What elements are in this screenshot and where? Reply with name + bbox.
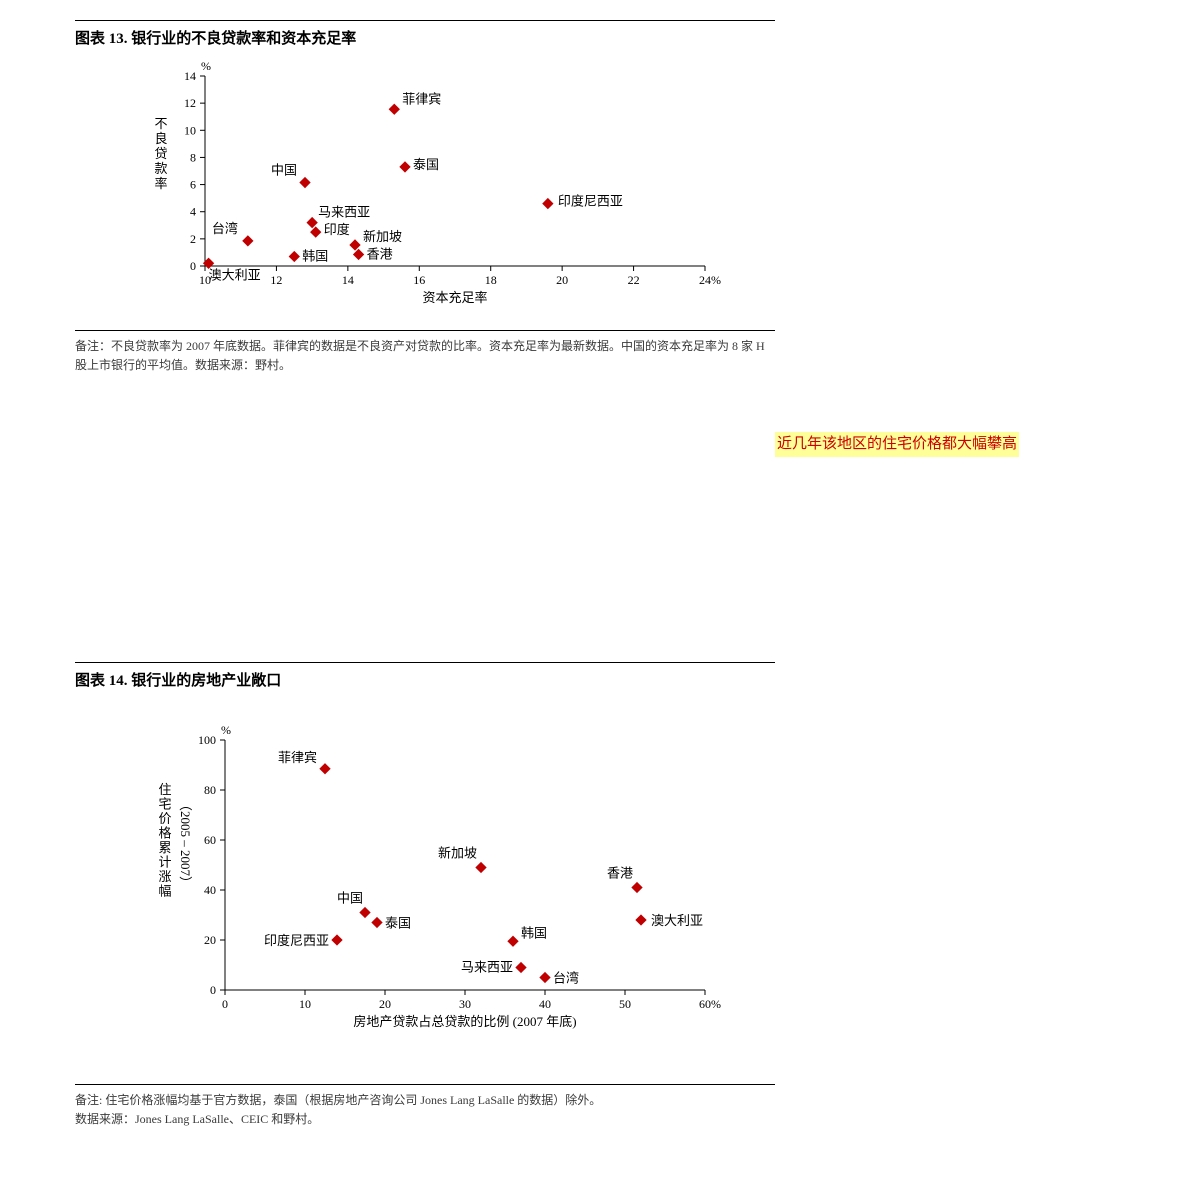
- svg-text:12: 12: [184, 96, 196, 110]
- svg-text:60: 60: [699, 997, 711, 1011]
- svg-text:良: 良: [154, 131, 167, 146]
- svg-text:14: 14: [184, 69, 196, 83]
- svg-text:率: 率: [154, 176, 167, 191]
- svg-text:80: 80: [204, 783, 216, 797]
- figure13-note: 备注：不良贷款率为 2007 年底数据。菲律宾的数据是不良资产对贷款的比率。资本…: [75, 337, 775, 374]
- svg-text:0: 0: [190, 259, 196, 273]
- svg-text:4: 4: [190, 205, 196, 219]
- figure14-title: 图表 14. 银行业的房地产业敞口: [75, 669, 775, 690]
- svg-text:8: 8: [190, 150, 196, 164]
- svg-text:泰国: 泰国: [413, 157, 439, 172]
- svg-text:格: 格: [158, 826, 171, 841]
- svg-text:10: 10: [184, 123, 196, 137]
- side-highlight-text: 近几年该地区的住宅价格都大幅攀高: [775, 432, 1019, 457]
- svg-text:24: 24: [699, 273, 711, 287]
- svg-text:香港: 香港: [367, 246, 393, 261]
- svg-text:涨: 涨: [158, 869, 171, 884]
- svg-text:%: %: [221, 723, 231, 737]
- svg-text:中国: 中国: [271, 163, 297, 178]
- svg-text:印度尼西亚: 印度尼西亚: [264, 933, 329, 948]
- svg-text:印度: 印度: [324, 222, 350, 237]
- svg-text:%: %: [711, 273, 721, 287]
- svg-text:香港: 香港: [607, 866, 633, 881]
- svg-text:10: 10: [299, 997, 311, 1011]
- figure13-title: 图表 13. 银行业的不良贷款率和资本充足率: [75, 27, 775, 48]
- rule-top-fig13: [75, 20, 775, 21]
- svg-text:价: 价: [158, 811, 171, 826]
- svg-text:不: 不: [154, 116, 167, 131]
- svg-text:40: 40: [204, 883, 216, 897]
- svg-text:%: %: [201, 59, 211, 73]
- svg-text:马来西亚: 马来西亚: [461, 960, 513, 975]
- svg-text:泰国: 泰国: [385, 916, 411, 931]
- svg-text:累: 累: [158, 840, 171, 855]
- svg-text:20: 20: [204, 933, 216, 947]
- svg-text:6: 6: [190, 178, 196, 192]
- svg-text:韩国: 韩国: [302, 249, 328, 264]
- svg-text:40: 40: [539, 997, 551, 1011]
- figure14-note-line2: 数据来源：Jones Lang LaSalle、CEIC 和野村。: [75, 1110, 775, 1129]
- svg-text:（2005 – 2007）: （2005 – 2007）: [178, 798, 193, 889]
- svg-text:幅: 幅: [158, 884, 171, 899]
- svg-text:16: 16: [413, 273, 425, 287]
- svg-text:贷: 贷: [154, 146, 167, 161]
- figure14-note-line1: 备注: 住宅价格涨幅均基于官方数据，泰国（根据房地产咨询公司 Jones Lan…: [75, 1091, 775, 1110]
- rule-bottom-fig13: [75, 330, 775, 331]
- svg-text:100: 100: [198, 733, 216, 747]
- figure14-chart: 0 10 20 30 40 50 60 0 20 40 60 80 100%% 房地产贷款占总贷款的比例 …: [115, 720, 755, 1050]
- svg-text:18: 18: [485, 273, 497, 287]
- svg-text:计: 计: [158, 855, 171, 870]
- svg-text:12: 12: [270, 273, 282, 287]
- svg-text:20: 20: [556, 273, 568, 287]
- svg-text:宅: 宅: [158, 797, 171, 812]
- svg-text:20: 20: [379, 997, 391, 1011]
- svg-text:2: 2: [190, 232, 196, 246]
- rule-top-fig14: [75, 662, 775, 663]
- svg-text:14: 14: [342, 273, 354, 287]
- rule-bottom-fig14: [75, 1084, 775, 1085]
- svg-text:住: 住: [158, 782, 171, 797]
- svg-text:马来西亚: 马来西亚: [318, 205, 370, 220]
- svg-text:50: 50: [619, 997, 631, 1011]
- svg-text:菲律宾: 菲律宾: [402, 91, 441, 106]
- svg-text:60: 60: [204, 833, 216, 847]
- svg-text:款: 款: [154, 161, 167, 176]
- svg-text:0: 0: [222, 997, 228, 1011]
- svg-text:资本充足率: 资本充足率: [422, 290, 487, 305]
- svg-text:澳大利亚: 澳大利亚: [209, 267, 261, 282]
- svg-text:22: 22: [628, 273, 640, 287]
- svg-text:新加坡: 新加坡: [438, 846, 477, 861]
- svg-text:中国: 中国: [337, 891, 363, 906]
- svg-text:印度尼西亚: 印度尼西亚: [558, 194, 623, 209]
- svg-text:0: 0: [210, 983, 216, 997]
- svg-text:30: 30: [459, 997, 471, 1011]
- svg-text:台湾: 台湾: [553, 971, 579, 986]
- svg-text:菲律宾: 菲律宾: [278, 750, 317, 765]
- svg-text:房地产贷款占总贷款的比例 (2007 年底): 房地产贷款占总贷款的比例 (2007 年底): [353, 1014, 576, 1029]
- svg-text:%: %: [711, 997, 721, 1011]
- svg-text:澳大利亚: 澳大利亚: [651, 913, 703, 928]
- svg-text:韩国: 韩国: [521, 925, 547, 940]
- figure13-chart: 101214161820222402468101214%%资本充足率不良贷款率澳…: [115, 58, 755, 318]
- svg-text:台湾: 台湾: [212, 221, 238, 236]
- svg-text:新加坡: 新加坡: [363, 229, 402, 244]
